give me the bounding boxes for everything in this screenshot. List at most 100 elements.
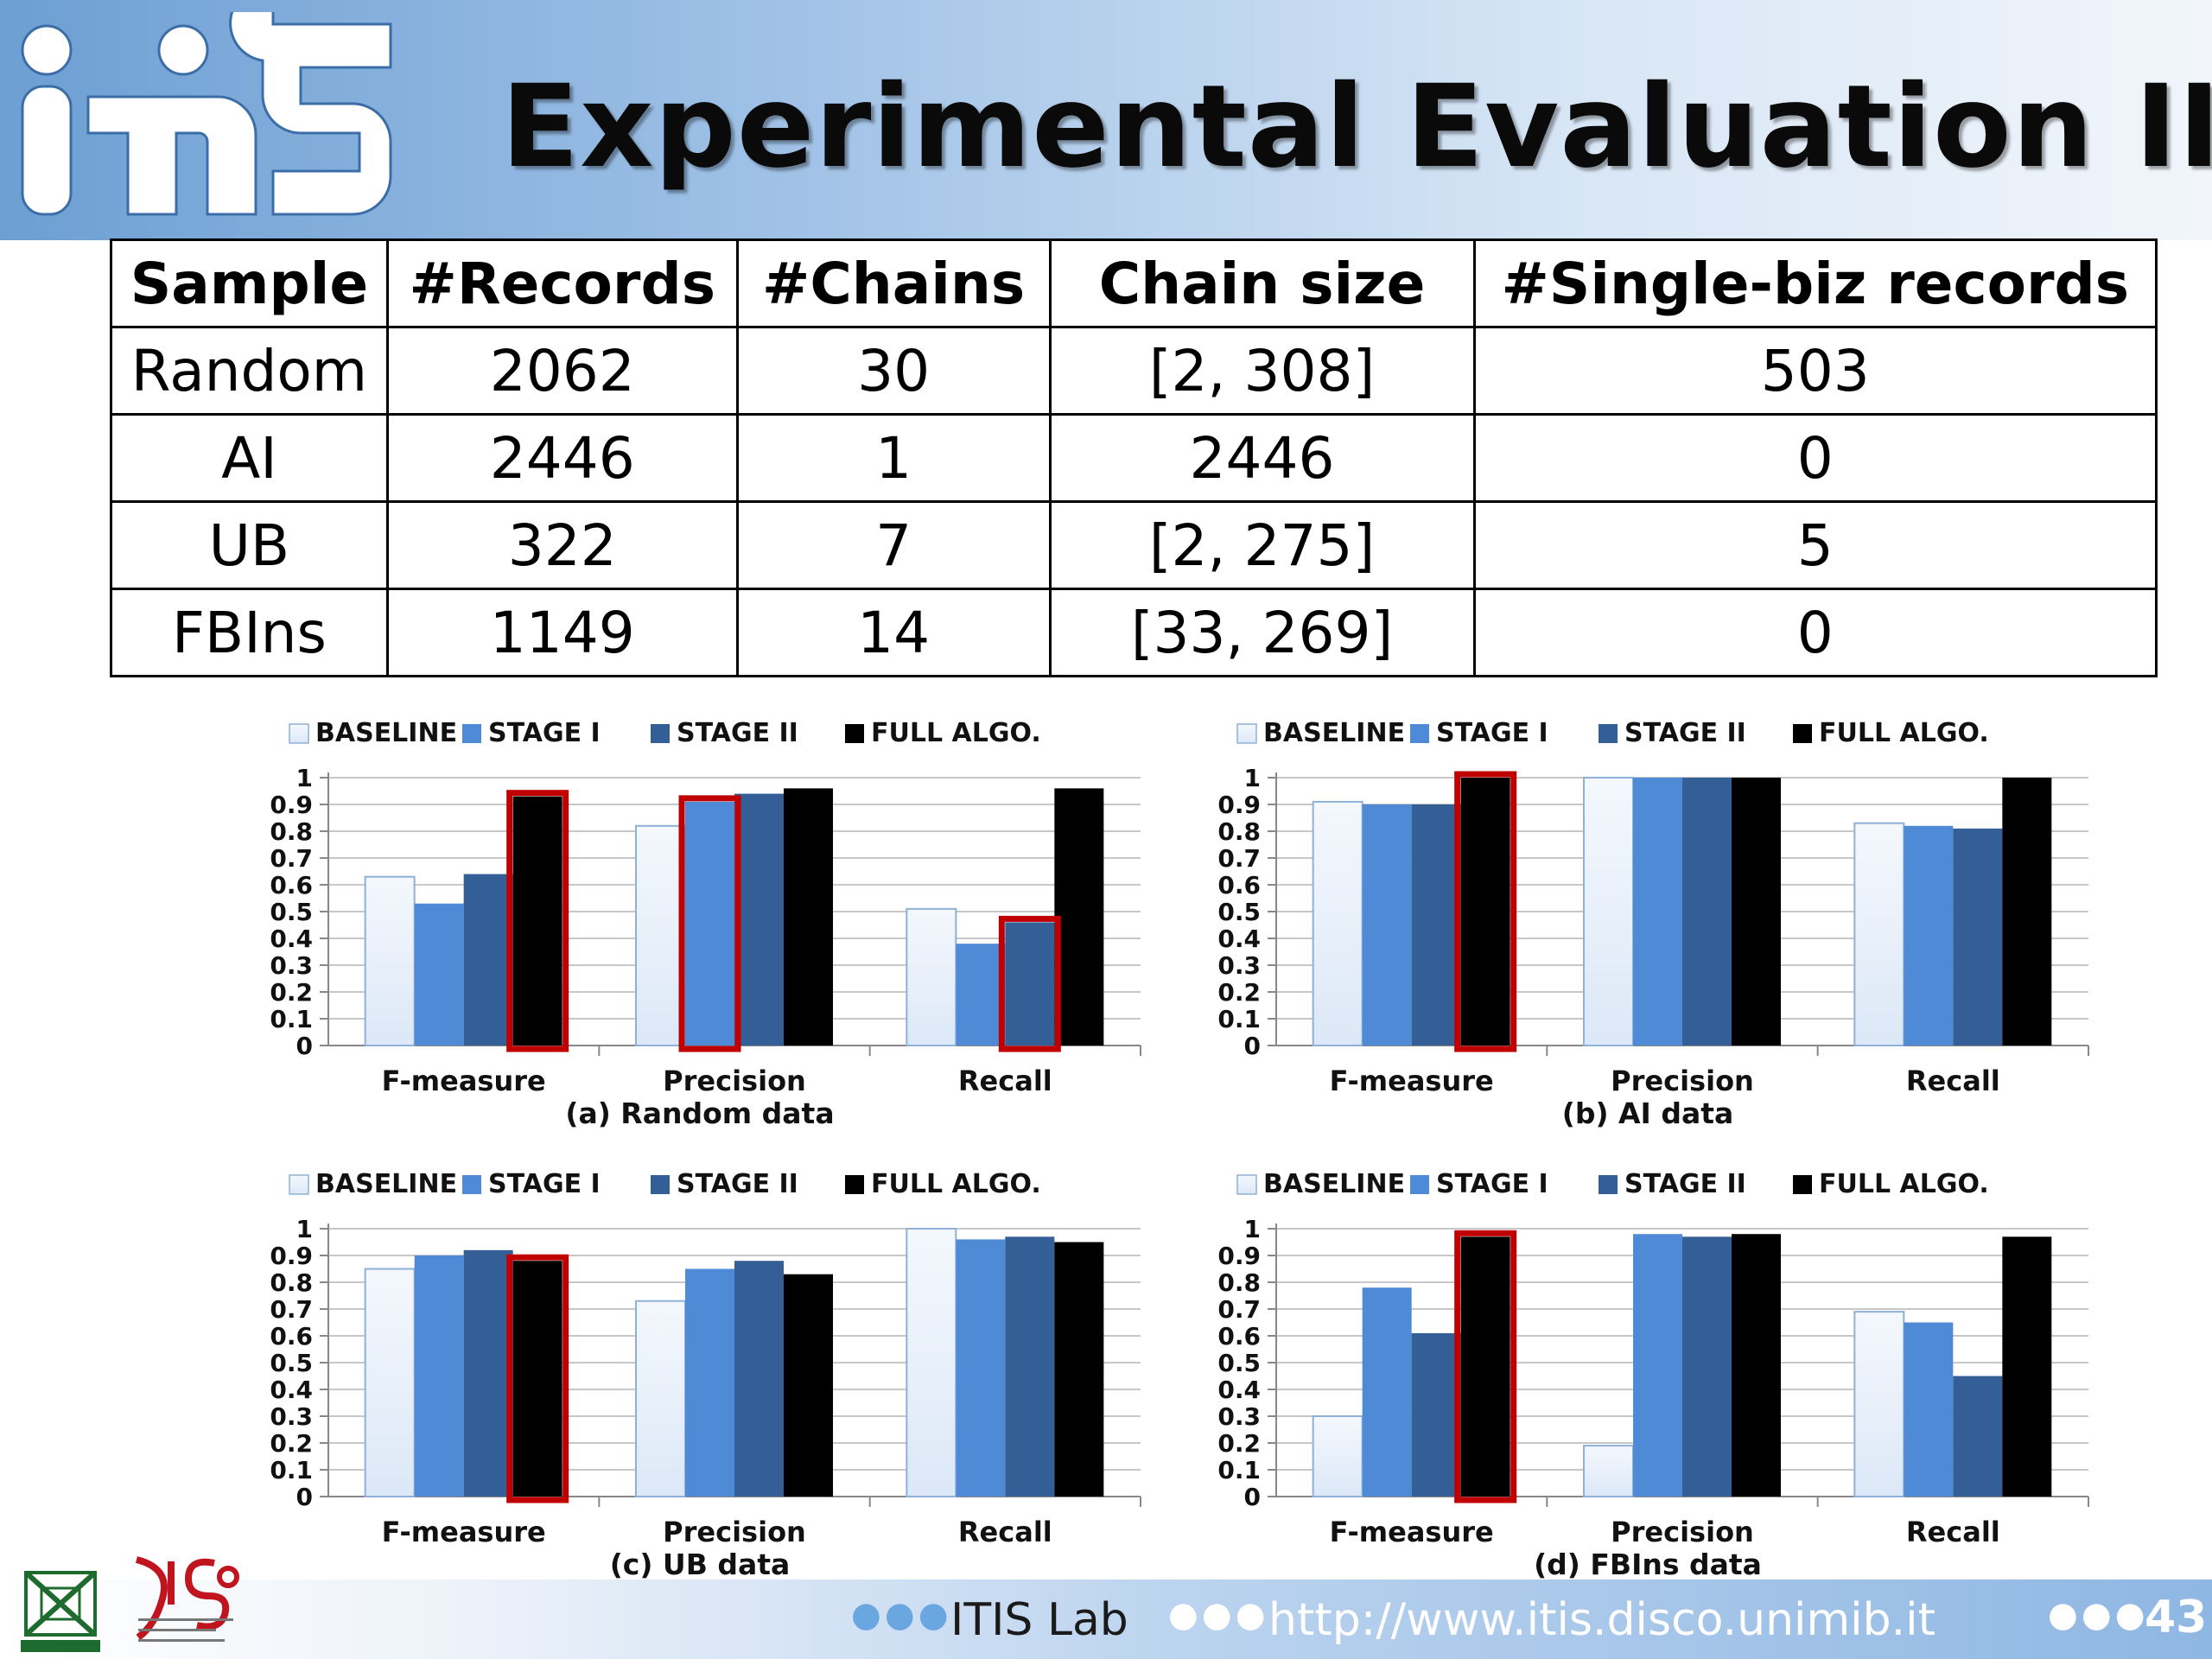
legend-swatch <box>289 723 309 744</box>
y-tick-label: 1 <box>1244 764 1261 792</box>
x-category-label: F-measure <box>382 1516 546 1548</box>
bar-full-algo <box>1732 1234 1781 1497</box>
table-cell: 322 <box>385 500 739 590</box>
table-cell: 0 <box>1472 588 2158 677</box>
x-category-label: Precision <box>1611 1065 1754 1097</box>
y-tick-label: 0.8 <box>270 817 313 846</box>
y-tick-label: 0.5 <box>270 898 313 926</box>
bar-stage-ii <box>734 793 784 1046</box>
legend-entry: STAGE I <box>1436 1169 1548 1199</box>
bar-stage-ii <box>1682 1236 1732 1497</box>
y-tick-label: 0 <box>1244 1483 1261 1511</box>
bar-baseline <box>1312 1415 1363 1497</box>
table-cell: 2446 <box>1048 413 1476 503</box>
y-tick-label: 0.1 <box>270 1456 313 1484</box>
itis-logo <box>21 12 392 216</box>
table-cell: 2446 <box>385 413 739 503</box>
bar-baseline <box>1853 822 1905 1046</box>
y-tick-label: 0.9 <box>270 1242 313 1270</box>
y-tick-label: 0.4 <box>1217 1376 1261 1404</box>
table-cell: 14 <box>735 588 1052 677</box>
legend-entry: STAGE II <box>677 718 798 748</box>
legend-entry: FULL ALGO. <box>871 718 1041 748</box>
y-tick-label: 1 <box>1244 1215 1261 1243</box>
y-tick-label: 0.2 <box>270 978 313 1007</box>
y-tick-label: 0.5 <box>1217 1349 1261 1377</box>
legend-entry: FULL ALGO. <box>1819 1169 1989 1199</box>
y-tick-label: 0.5 <box>1217 898 1261 926</box>
table-header-cell: #Single-biz records <box>1472 238 2158 328</box>
bar-stage-ii <box>1411 1332 1461 1497</box>
bar-baseline <box>635 1300 686 1497</box>
bar-stage-ii <box>1682 778 1732 1046</box>
bar-stage-i <box>1904 1322 1954 1497</box>
footer-lab-name: ITIS Lab <box>950 1594 1128 1646</box>
x-category-label: Recall <box>958 1065 1052 1097</box>
y-tick-label: 0.6 <box>1217 1322 1261 1351</box>
highlight-box <box>1454 1230 1517 1503</box>
table-row: AI 2446 1 2446 0 <box>110 413 2158 503</box>
legend-entry: FULL ALGO. <box>1819 718 1989 748</box>
bar-stage-i <box>685 801 734 1046</box>
bar-stage-ii <box>1005 1236 1055 1497</box>
y-tick-label: 0.3 <box>1217 951 1261 980</box>
table-cell: [2, 275] <box>1048 500 1476 590</box>
chart-caption: (a) Random data <box>565 1096 834 1130</box>
legend-swatch <box>462 724 481 743</box>
y-tick-label: 0.4 <box>270 925 313 953</box>
legend-swatch <box>1793 1175 1812 1194</box>
legend-swatch <box>845 1175 864 1194</box>
bar-full-algo <box>1054 788 1104 1046</box>
y-tick-label: 0.8 <box>1217 1268 1261 1297</box>
legend-swatch <box>1599 724 1618 743</box>
table-cell: 30 <box>735 326 1052 416</box>
y-tick-label: 0.7 <box>270 1295 313 1324</box>
y-tick-label: 0.7 <box>270 844 313 873</box>
legend-entry: STAGE II <box>1624 718 1746 748</box>
footer-url-link[interactable]: http://www.itis.disco.unimib.it <box>1268 1594 1936 1646</box>
table-cell: 1 <box>735 413 1052 503</box>
bar-stage-i <box>1633 1234 1682 1497</box>
y-tick-label: 0 <box>1244 1032 1261 1060</box>
footer-url-group: ●●● <box>1168 1595 1269 1635</box>
bar-full-algo <box>512 1261 563 1497</box>
y-tick-label: 0.2 <box>270 1429 313 1458</box>
y-tick-label: 0.4 <box>270 1376 313 1404</box>
legend-swatch <box>289 1174 309 1195</box>
legend-swatch <box>651 1175 670 1194</box>
chart-caption: (b) AI data <box>1562 1096 1734 1130</box>
x-category-label: F-measure <box>1330 1516 1494 1548</box>
y-tick-label: 0.5 <box>270 1349 313 1377</box>
bar-stage-ii <box>1411 804 1461 1046</box>
bar-stage-i <box>414 1255 464 1497</box>
x-category-label: F-measure <box>1330 1065 1494 1097</box>
y-tick-label: 0.2 <box>1217 1429 1261 1458</box>
bar-baseline <box>906 1228 957 1497</box>
slide-footer <box>0 1580 2212 1659</box>
y-tick-label: 0.1 <box>1217 1456 1261 1484</box>
bar-stage-ii <box>1953 828 2003 1046</box>
table-header-cell: #Chains <box>735 238 1052 328</box>
table-cell: UB <box>110 500 389 590</box>
table-header-row: Sample #Records #Chains Chain size #Sing… <box>110 238 2158 328</box>
bar-stage-ii <box>463 874 513 1046</box>
legend-entry: BASELINE <box>315 718 457 748</box>
legend-entry: BASELINE <box>1263 718 1405 748</box>
table-header-cell: Sample <box>110 238 389 328</box>
bar-stage-i <box>1362 1287 1412 1497</box>
highlight-box <box>1454 771 1517 1052</box>
x-category-label: Precision <box>663 1516 806 1548</box>
y-tick-label: 0.9 <box>1217 791 1261 819</box>
bar-full-algo <box>1460 778 1510 1046</box>
y-tick-label: 0.6 <box>270 871 313 899</box>
table-cell: 7 <box>735 500 1052 590</box>
y-tick-label: 0.3 <box>1217 1402 1261 1431</box>
legend-entry: FULL ALGO. <box>871 1169 1041 1199</box>
legend-entry: BASELINE <box>1263 1169 1405 1199</box>
legend-swatch <box>1410 724 1429 743</box>
bar-baseline <box>364 875 416 1046</box>
table-header-cell: #Records <box>385 238 739 328</box>
bar-stage-ii <box>734 1261 784 1497</box>
y-tick-label: 0.9 <box>1217 1242 1261 1270</box>
bullet-dots-icon: ●●● <box>2048 1595 2149 1635</box>
